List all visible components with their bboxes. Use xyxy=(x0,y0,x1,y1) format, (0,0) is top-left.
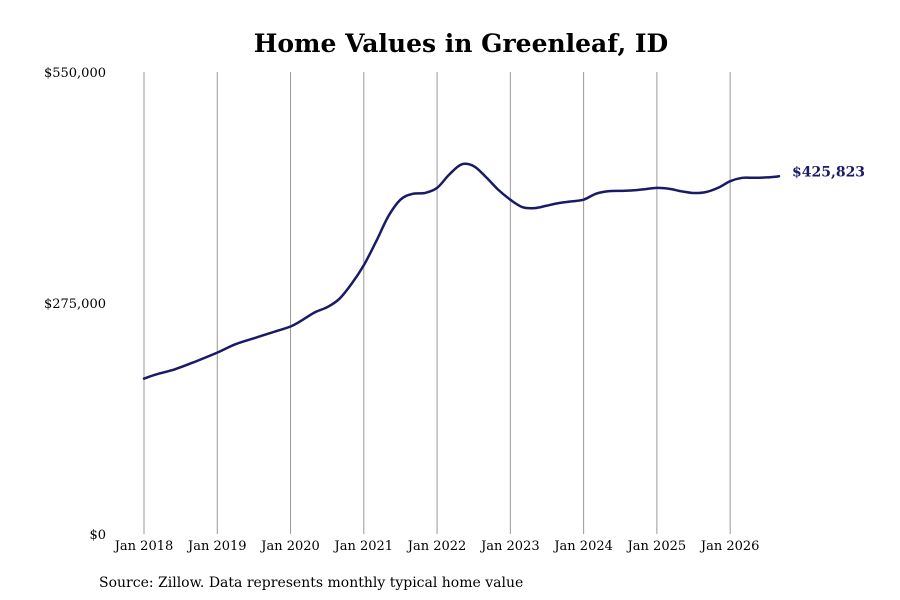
x-tick-label: Jan 2020 xyxy=(259,539,320,554)
x-tick-label: Jan 2026 xyxy=(699,539,760,554)
x-tick-label: Jan 2023 xyxy=(479,539,540,554)
x-tick-label: Jan 2019 xyxy=(186,539,247,554)
source-note: Source: Zillow. Data represents monthly … xyxy=(99,575,523,591)
y-axis-tick-labels: $0 $275,000 $550,000 xyxy=(44,66,106,543)
vertical-gridlines xyxy=(143,72,731,534)
x-axis-tick-labels: Jan 2018 Jan 2019 Jan 2020 Jan 2021 Jan 2022… xyxy=(113,539,760,554)
series-layer xyxy=(142,162,781,380)
x-tick-label: Jan 2022 xyxy=(406,539,467,554)
x-tick-label: Jan 2024 xyxy=(552,539,613,554)
x-tick-label: Jan 2018 xyxy=(113,539,174,554)
y-tick-label: $0 xyxy=(89,528,106,543)
home-value-line xyxy=(142,162,781,380)
y-tick-label: $550,000 xyxy=(44,66,106,81)
chart-title: Home Values in Greenleaf, ID xyxy=(254,29,669,58)
y-tick-label: $275,000 xyxy=(44,297,106,312)
x-tick-label: Jan 2021 xyxy=(333,539,394,554)
end-value-label: $425,823 xyxy=(792,164,865,180)
x-tick-label: Jan 2025 xyxy=(626,539,687,554)
